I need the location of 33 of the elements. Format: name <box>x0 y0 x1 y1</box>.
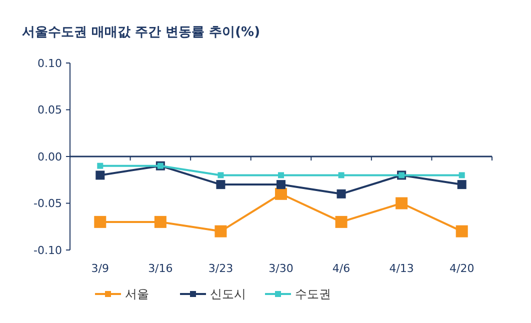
x-tick-label: 3/23 <box>208 262 234 275</box>
point <box>216 180 226 190</box>
point <box>335 216 348 228</box>
point <box>218 172 224 178</box>
point <box>336 189 346 198</box>
y-tick-label: 0.10 <box>38 56 62 70</box>
point <box>94 216 106 228</box>
x-tick-label: 3/16 <box>148 262 173 275</box>
point <box>96 170 105 180</box>
point <box>214 225 227 238</box>
x-tick-label: 4/13 <box>389 262 414 275</box>
y-tick-label: -0.05 <box>34 197 62 210</box>
point <box>275 188 287 200</box>
point <box>338 172 344 178</box>
point <box>458 172 465 178</box>
point <box>396 197 408 210</box>
chart-title: 서울수도권 매매값 주간 변동률 추이(%) <box>22 25 260 40</box>
point <box>154 216 166 228</box>
y-tick-label: -0.10 <box>34 244 62 257</box>
x-tick-label: 3/30 <box>268 262 294 275</box>
x-tick-label: 3/9 <box>91 262 109 275</box>
x-tick-label: 4/6 <box>332 262 350 275</box>
point <box>97 162 104 169</box>
point <box>456 225 468 238</box>
point <box>457 180 466 190</box>
y-tick-label: 0.00 <box>38 150 62 164</box>
y-tick-label: 0.05 <box>38 104 62 117</box>
point <box>276 180 286 190</box>
legend-label: 수도권 <box>295 287 331 302</box>
point <box>278 172 284 178</box>
legend-label: 신도시 <box>210 287 246 302</box>
legend-label: 서울 <box>125 287 149 302</box>
x-tick-label: 4/20 <box>450 262 474 275</box>
